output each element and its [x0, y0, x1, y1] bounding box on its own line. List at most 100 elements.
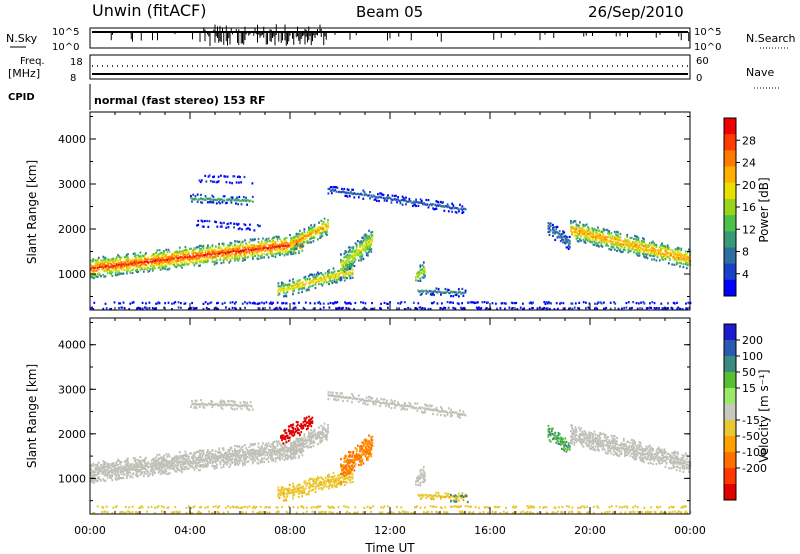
power-cell [229, 259, 232, 262]
power-cell [151, 260, 154, 263]
power-cell [353, 255, 356, 258]
power-cell [352, 248, 355, 251]
power-cell [199, 251, 201, 254]
power-cell [639, 242, 642, 245]
power-cell [270, 301, 272, 304]
vel-cell [100, 467, 102, 470]
vel-cell [90, 464, 92, 467]
power-cell [231, 248, 234, 251]
vel-cell [295, 487, 298, 490]
power-cell [149, 258, 152, 261]
power-cell [238, 250, 241, 253]
vel-cell [167, 465, 170, 468]
power-cell [574, 220, 577, 223]
vel-cell [276, 448, 279, 451]
vel-cell [286, 453, 289, 457]
power-cell [341, 268, 343, 271]
power-cell [229, 254, 232, 257]
power-cell [442, 201, 444, 204]
vel-cell [241, 445, 244, 448]
vel-cell [110, 474, 113, 477]
power-cell [653, 253, 656, 256]
power-cell [320, 272, 322, 275]
vel-cell [105, 474, 108, 477]
power-cell [310, 273, 312, 276]
vel-cell [168, 465, 171, 468]
power-cell [286, 249, 289, 252]
power-cell [295, 239, 298, 242]
power-cell [261, 301, 263, 304]
vel-cell [97, 461, 100, 464]
power-cell [158, 260, 161, 263]
power-cell [563, 235, 566, 238]
vel-cell [355, 455, 358, 458]
power-cell [564, 237, 567, 240]
power-cell [663, 247, 666, 250]
vel-cell [261, 457, 263, 460]
power-cell [643, 248, 645, 252]
power-cell [285, 236, 288, 239]
power-cell [268, 249, 271, 252]
power-cell [279, 243, 281, 246]
power-cell [205, 249, 208, 252]
power-cell [452, 306, 454, 309]
power-cell [342, 259, 345, 262]
vel-cell [285, 492, 288, 495]
vel-cell [368, 434, 370, 437]
power-cell [271, 238, 273, 241]
power-cell [191, 260, 193, 263]
power-cell [422, 290, 424, 293]
vel-cell [158, 470, 161, 473]
power-cell [106, 262, 109, 265]
power-cell [204, 220, 206, 223]
power-cell [246, 244, 249, 247]
vel-cell [133, 468, 136, 471]
power-cell [613, 243, 616, 246]
vel-cell [192, 459, 195, 462]
power-cell [114, 259, 117, 262]
power-cell [652, 244, 654, 247]
power-cell [618, 242, 621, 245]
power-cell [581, 230, 584, 233]
power-cell [596, 302, 599, 305]
vel-cell [203, 464, 206, 467]
power-cell [293, 243, 296, 246]
power-cell [286, 242, 289, 245]
vel-cell [295, 490, 298, 493]
power-cell [312, 307, 315, 310]
vel-cell [199, 459, 201, 462]
power-cell [303, 284, 306, 287]
vel-cell [140, 472, 143, 475]
power-cell [392, 198, 395, 201]
power-cell [235, 245, 237, 248]
power-cell [536, 307, 539, 310]
vel-cell [337, 478, 339, 481]
power-cell [583, 231, 586, 234]
power-cell [209, 302, 211, 305]
vel-cell [226, 457, 228, 460]
power-cell [295, 282, 298, 286]
power-cell [314, 281, 317, 284]
vel-cell [235, 403, 237, 406]
vel-cell [296, 428, 299, 432]
vel-cell [365, 444, 368, 447]
power-cell [426, 203, 429, 206]
vel-cell [171, 457, 173, 460]
vel-cell [213, 457, 216, 460]
power-cell [415, 200, 417, 203]
power-cell [580, 239, 582, 242]
vel-cell [220, 454, 223, 457]
power-cell [212, 252, 215, 255]
power-cell [108, 260, 110, 263]
power-cell [443, 306, 445, 309]
power-cell [575, 237, 578, 240]
power-cell [680, 249, 683, 252]
vel-cell [212, 454, 215, 457]
power-cell [676, 254, 679, 257]
power-cell [680, 262, 683, 265]
vel-cell [162, 469, 164, 472]
power-cell [151, 269, 154, 272]
vel-cell [93, 471, 96, 474]
vel-cell [145, 464, 147, 467]
vel-cell [312, 444, 315, 448]
